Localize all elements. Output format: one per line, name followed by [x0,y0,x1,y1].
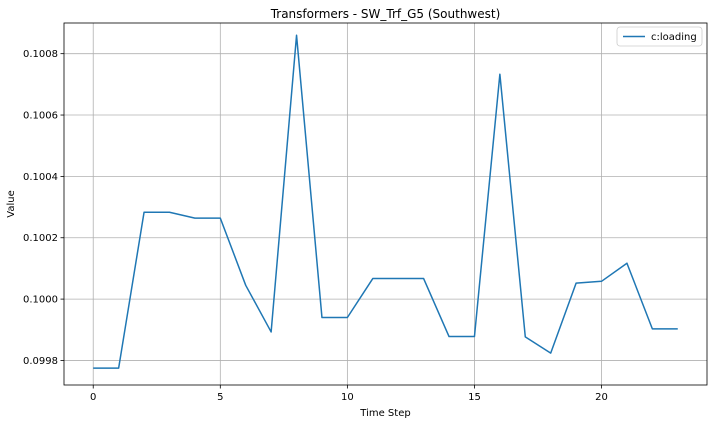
x-axis-label: Time Step [359,408,410,419]
legend: c:loading [616,26,703,47]
y-tick-label: 0.1008 [23,49,58,60]
x-ticks: 0 5 10 15 20 [90,385,608,403]
x-tick-label: 15 [468,392,481,403]
grid [64,23,707,385]
chart-title: Transformers - SW_Trf_G5 (Southwest) [270,7,501,21]
x-tick-label: 10 [341,392,354,403]
y-tick-label: 0.1004 [23,172,58,183]
x-tick-label: 5 [217,392,223,403]
series-layer [93,34,678,369]
plot-frame [63,22,708,386]
x-tick-label: 0 [90,392,96,403]
y-tick-label: 0.1002 [23,233,58,244]
x-tick-label: 20 [595,392,608,403]
legend-label: c:loading [651,32,697,43]
y-tick-label: 0.1000 [23,295,58,306]
legend-box [616,26,703,47]
y-ticks: 0.0998 0.1000 0.1002 0.1004 0.1006 0.1008 [23,49,64,367]
series-line [93,34,678,369]
plot-area [64,23,707,385]
y-tick-label: 0.1006 [23,111,58,122]
y-axis-label: Value [6,190,17,217]
y-tick-label: 0.0998 [23,356,58,367]
